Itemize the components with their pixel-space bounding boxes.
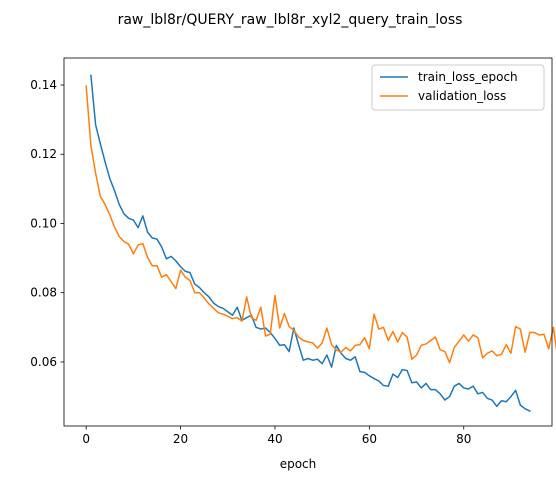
- axes-frame: [63, 57, 553, 427]
- legend: train_loss_epoch validation_loss: [371, 64, 545, 111]
- legend-box: [371, 64, 545, 111]
- x-tick-label: 20: [173, 432, 188, 446]
- y-tick-label: 0.12: [30, 147, 57, 161]
- y-tick-label: 0.08: [30, 286, 57, 300]
- series-line-validation-loss: [85, 85, 556, 364]
- legend-label-validation-loss: validation_loss: [418, 89, 506, 103]
- plot-area: [85, 74, 556, 413]
- x-tick-label: 40: [267, 432, 282, 446]
- y-tick-label: 0.06: [30, 355, 57, 369]
- axes: 0 20 40 60 80 0.06 0.08 0.10 0.12 0.14: [30, 57, 553, 446]
- y-tick-label: 0.10: [30, 216, 57, 230]
- series-line-train-loss-epoch: [90, 74, 531, 413]
- chart-title: raw_lbl8r/QUERY_raw_lbl8r_xyl2_query_tra…: [118, 12, 463, 28]
- y-tick-label: 0.14: [30, 78, 57, 92]
- x-axis-label: epoch: [280, 457, 317, 471]
- x-tick-label: 0: [82, 432, 90, 446]
- x-tick-label: 80: [456, 432, 471, 446]
- x-tick-label: 60: [362, 432, 377, 446]
- legend-label-train-loss-epoch: train_loss_epoch: [418, 70, 518, 84]
